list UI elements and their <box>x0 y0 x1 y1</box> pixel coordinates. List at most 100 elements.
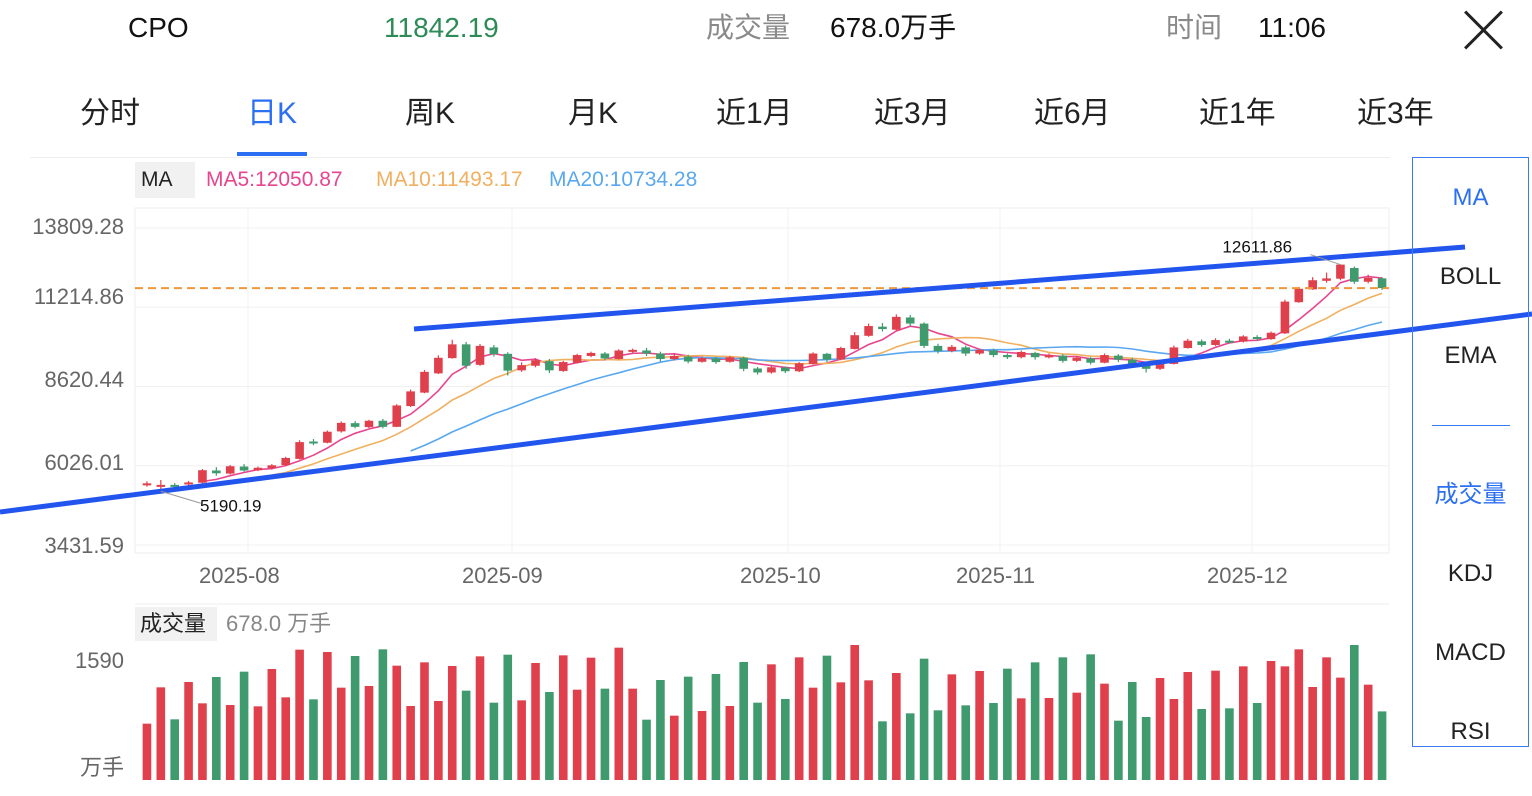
indicator-rsi[interactable]: RSI <box>1450 718 1491 745</box>
candle-body <box>808 353 818 364</box>
y-tick-label: 3431.59 <box>44 533 124 558</box>
candle-body <box>739 357 748 369</box>
volume-bar <box>656 680 665 780</box>
candle-body <box>198 470 207 483</box>
candle-body <box>933 345 943 352</box>
candle-body <box>295 442 304 459</box>
volume-unit: 万手 <box>79 755 124 780</box>
volume-bar <box>406 706 415 780</box>
volume-bar <box>1183 672 1193 780</box>
candle-body <box>1252 337 1262 340</box>
volume-bar <box>669 715 679 780</box>
candle-body <box>170 484 179 487</box>
y-tick-label: 6026.01 <box>44 450 124 475</box>
volume-bar <box>614 647 624 780</box>
tab-monthly-k[interactable]: 月K <box>568 97 619 130</box>
candle-body <box>683 356 693 362</box>
tab-1-year[interactable]: 近1年 <box>1199 97 1276 130</box>
legend-ma5: MA5:12050.87 <box>206 168 343 191</box>
lower-trendline <box>0 311 1532 515</box>
candle-body <box>1294 288 1304 303</box>
volume-bar <box>323 652 332 780</box>
candle-body <box>1100 355 1109 363</box>
tab-intraday[interactable]: 分时 <box>80 97 140 130</box>
tab-3-years[interactable]: 近3年 <box>1357 97 1434 130</box>
volume-bar <box>1225 708 1234 780</box>
volume-bar <box>642 719 651 780</box>
candle-body <box>989 350 998 356</box>
volume-bar <box>1044 698 1054 780</box>
candle-body <box>1308 280 1317 290</box>
volume-bar <box>711 674 721 780</box>
volume-bar <box>239 671 249 780</box>
candle-body <box>392 405 402 427</box>
volume-bar <box>281 697 291 780</box>
candle-body <box>836 348 846 360</box>
volume-bar <box>558 655 568 780</box>
volume-value: 678.0万手 <box>830 12 957 43</box>
volume-panel-value: 678.0 万手 <box>226 611 332 636</box>
indicator-volume[interactable]: 成交量 <box>1434 481 1507 508</box>
candle-body <box>614 350 624 360</box>
candle-body <box>1197 341 1206 345</box>
tab-3-months[interactable]: 近3月 <box>874 97 951 130</box>
indicator-ema[interactable]: EMA <box>1444 342 1497 369</box>
volume-bar <box>1336 677 1345 780</box>
candle-body <box>628 349 637 352</box>
candle-body <box>225 466 235 474</box>
legend-ma10: MA10:11493.17 <box>376 168 523 191</box>
volume-bar <box>156 687 166 780</box>
x-tick-label: 2025-11 <box>956 563 1036 588</box>
candle-body <box>323 431 332 443</box>
indicator-kdj[interactable]: KDJ <box>1447 560 1494 587</box>
volume-bar <box>1308 687 1317 780</box>
volume-bar <box>1252 703 1262 780</box>
indicator-panel <box>1412 157 1529 747</box>
candle-body <box>1266 332 1276 340</box>
ma10-line <box>271 292 1383 476</box>
volume-bar <box>212 677 221 780</box>
tab-6-months[interactable]: 近6月 <box>1034 97 1111 130</box>
candle-body <box>503 353 513 371</box>
volume-bar <box>309 699 318 780</box>
candle-body <box>156 484 166 487</box>
volume-bar <box>572 689 582 780</box>
high-annotation-label: 12611.86 <box>1222 238 1292 257</box>
candle-body <box>794 363 804 372</box>
candle-body <box>517 365 526 371</box>
volume-bar <box>878 721 887 780</box>
volume-bar <box>517 700 526 780</box>
x-tick-label: 2025-09 <box>462 563 543 588</box>
volume-bar <box>184 682 193 780</box>
volume-bar <box>225 705 235 780</box>
legend-ma20: MA20:10734.28 <box>549 168 698 191</box>
candle-body <box>1238 336 1248 342</box>
volume-bar <box>1016 698 1026 780</box>
volume-bar <box>503 654 513 780</box>
candle-body <box>1072 357 1082 361</box>
candle-body <box>378 420 388 427</box>
x-tick-label: 2025-12 <box>1207 563 1288 588</box>
tab-1-month[interactable]: 近1月 <box>716 97 793 130</box>
indicator-ma[interactable]: MA <box>1452 184 1489 211</box>
tab-daily-k[interactable]: 日K <box>247 97 298 130</box>
candle-body <box>1155 363 1165 369</box>
volume-bar <box>781 699 790 780</box>
high-annotation-leader <box>1310 254 1341 266</box>
volume-y-tick: 1590 <box>75 648 124 673</box>
indicator-macd[interactable]: MACD <box>1435 639 1506 666</box>
volume-bar <box>961 705 971 780</box>
low-annotation-label: 5190.19 <box>200 496 261 515</box>
candle-body <box>253 467 263 471</box>
candle-body <box>656 353 665 360</box>
candle-body <box>669 355 679 360</box>
volume-bar <box>1238 666 1248 780</box>
candle-body <box>850 335 860 349</box>
tab-weekly-k[interactable]: 周K <box>405 97 456 130</box>
candle-body <box>531 360 540 366</box>
x-tick-label: 2025-10 <box>740 563 821 588</box>
volume-bar <box>808 687 818 780</box>
candle-body <box>364 420 374 428</box>
indicator-boll[interactable]: BOLL <box>1439 263 1502 290</box>
